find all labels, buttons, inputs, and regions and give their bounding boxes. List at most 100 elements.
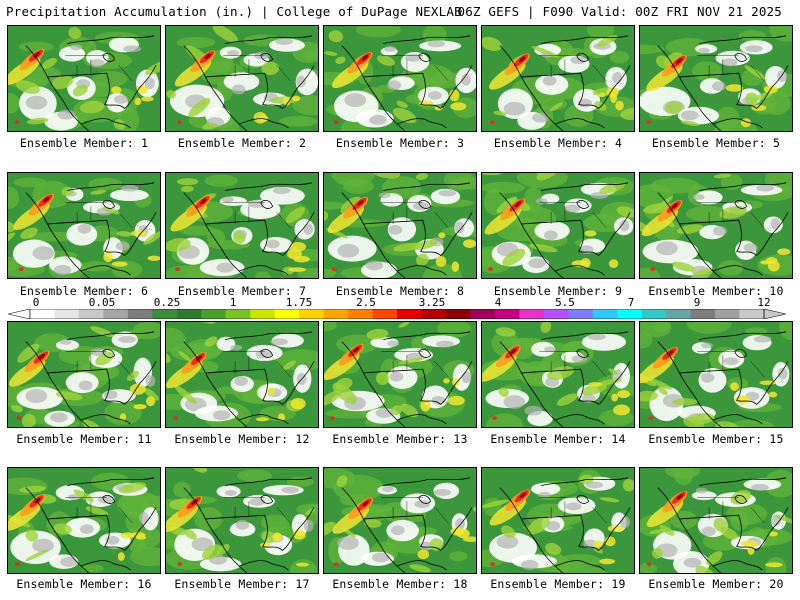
precip-map-image: [324, 468, 476, 573]
ensemble-member-map: [481, 467, 635, 574]
precip-map-image: [482, 173, 634, 278]
ensemble-member-label: Ensemble Member: 20: [648, 577, 784, 591]
ensemble-member-label: Ensemble Member: 6: [19, 284, 149, 298]
legend-color-swatch: [103, 309, 129, 319]
legend-color-swatch: [715, 309, 740, 319]
ensemble-member-label: Ensemble Member: 13: [332, 432, 468, 446]
legend-tick-label: 3.25: [418, 296, 446, 309]
legend-tick-label: 0.05: [88, 296, 116, 309]
ensemble-member-label: Ensemble Member: 2: [177, 136, 307, 150]
ensemble-member-map: [165, 172, 319, 279]
legend-color-swatch: [739, 309, 765, 319]
legend-arrow-min: [8, 309, 31, 319]
precip-map-image: [166, 26, 318, 131]
ensemble-member-label: Ensemble Member: 12: [174, 432, 310, 446]
ensemble-member-map: [639, 172, 793, 279]
ensemble-member-label: Ensemble Member: 3: [335, 136, 465, 150]
precip-map-image: [8, 26, 160, 131]
legend-color-swatch: [592, 309, 618, 319]
legend-color-swatch: [666, 309, 691, 319]
legend-color-swatch: [617, 309, 642, 319]
legend-color-swatch: [30, 309, 55, 319]
precip-map-image: [8, 468, 160, 573]
precip-map-image: [324, 26, 476, 131]
legend-tick-label: 1.75: [285, 296, 313, 309]
ensemble-member-map: [639, 321, 793, 428]
ensemble-member-map: [481, 172, 635, 279]
ensemble-member-label: Ensemble Member: 9: [493, 284, 623, 298]
ensemble-member-map: [481, 25, 635, 132]
ensemble-member-label: Ensemble Member: 19: [490, 577, 626, 591]
precip-map-image: [482, 26, 634, 131]
legend-color-swatch: [78, 309, 104, 319]
legend-tick-label: 0.25: [153, 296, 181, 309]
ensemble-member-map: [165, 467, 319, 574]
legend-color-swatch: [421, 309, 447, 319]
legend-color-swatch: [299, 309, 324, 319]
legend-tick-label: 2.5: [356, 296, 376, 309]
precip-map-image: [640, 26, 792, 131]
ensemble-member-map: [165, 25, 319, 132]
legend-color-swatch: [176, 309, 202, 319]
legend-color-swatch: [470, 309, 496, 319]
legend-color-swatch: [494, 309, 520, 319]
legend-color-swatch: [519, 309, 545, 319]
legend-color-swatch: [225, 309, 251, 319]
ensemble-member-map: [7, 25, 161, 132]
precip-map-image: [166, 322, 318, 427]
ensemble-member-map: [7, 172, 161, 279]
ensemble-member-map: [323, 467, 477, 574]
legend-arrow-max: [763, 309, 786, 319]
precip-map-image: [324, 173, 476, 278]
ensemble-member-label: Ensemble Member: 11: [16, 432, 152, 446]
legend-color-swatch: [445, 309, 471, 319]
ensemble-member-label: Ensemble Member: 5: [651, 136, 781, 150]
legend-color-swatch: [397, 309, 422, 319]
precip-map-image: [166, 173, 318, 278]
ensemble-member-label: Ensemble Member: 18: [332, 577, 468, 591]
legend-color-swatch: [274, 309, 300, 319]
page-title: Precipitation Accumulation (in.) | Colle…: [6, 4, 462, 19]
ensemble-member-label: Ensemble Member: 14: [490, 432, 626, 446]
ensemble-member-map: [323, 321, 477, 428]
ensemble-member-label: Ensemble Member: 15: [648, 432, 784, 446]
legend-tick-label: 5.5: [555, 296, 575, 309]
ensemble-member-label: Ensemble Member: 17: [174, 577, 310, 591]
legend-color-swatch: [250, 309, 275, 319]
ensemble-member-map: [481, 321, 635, 428]
ensemble-member-map: [165, 321, 319, 428]
ensemble-member-map: [639, 467, 793, 574]
ensemble-member-label: Ensemble Member: 8: [335, 284, 465, 298]
legend-frame: [29, 309, 765, 319]
legend-color-swatch: [372, 309, 398, 319]
precip-map-image: [482, 322, 634, 427]
precip-map-image: [324, 322, 476, 427]
precip-map-image: [482, 468, 634, 573]
legend-tick-label: 9: [693, 296, 701, 309]
legend-color-swatch: [152, 309, 178, 319]
legend-color-swatch: [690, 309, 716, 319]
precip-map-image: [640, 468, 792, 573]
ensemble-member-map: [323, 172, 477, 279]
precip-map-image: [8, 173, 160, 278]
ensemble-member-label: Ensemble Member: 10: [648, 284, 784, 298]
ensemble-member-map: [639, 25, 793, 132]
precip-map-image: [8, 322, 160, 427]
run-info: 06Z GEFS | F090 Valid: 00Z FRI NOV 21 20…: [457, 4, 782, 19]
ensemble-member-map: [323, 25, 477, 132]
legend-color-swatch: [323, 309, 349, 319]
legend-color-swatch: [54, 309, 80, 319]
legend-tick-label: 12: [757, 296, 771, 309]
ensemble-member-label: Ensemble Member: 16: [16, 577, 152, 591]
precip-map-image: [166, 468, 318, 573]
legend-color-swatch: [568, 309, 594, 319]
legend-color-swatch: [641, 309, 667, 319]
precip-map-image: [640, 322, 792, 427]
legend-color-swatch: [127, 309, 153, 319]
legend-color-swatch: [543, 309, 569, 319]
legend-tick-label: 4: [494, 296, 502, 309]
legend-color-swatch: [348, 309, 373, 319]
legend-colorbar: [8, 309, 786, 319]
legend-tick-label: 1: [229, 296, 237, 309]
legend-color-swatch: [201, 309, 227, 319]
